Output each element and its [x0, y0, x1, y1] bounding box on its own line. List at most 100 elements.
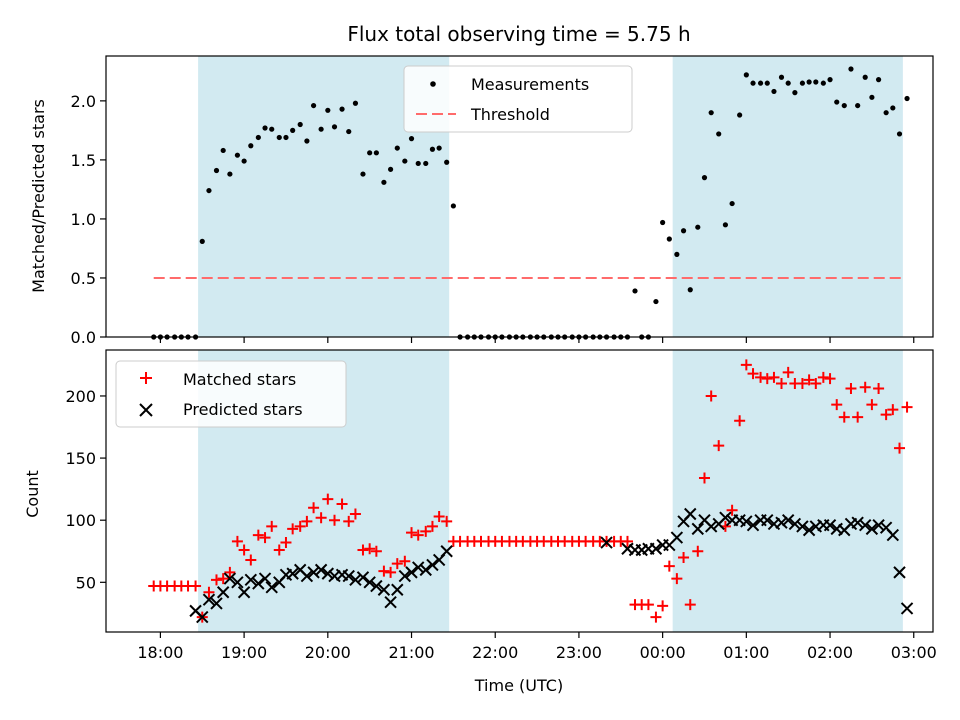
matched-star-point: [657, 600, 669, 612]
predicted-star-point: [719, 511, 732, 524]
predicted-star-point: [300, 569, 314, 583]
measurement-point: [778, 74, 785, 80]
measurement-point: [415, 160, 421, 167]
x-tick-label: 20:00: [305, 643, 351, 662]
measurements-points: [151, 66, 910, 340]
predicted-star-point: [440, 545, 453, 558]
matched-star-point: [190, 580, 202, 592]
measurement-point: [227, 171, 233, 177]
matched-star-point: [684, 599, 696, 611]
predicted-legend-marker: [139, 403, 153, 417]
measurement-point: [304, 138, 310, 144]
measurement-point: [381, 179, 387, 185]
matched-star-point: [301, 515, 313, 527]
measurement-point: [708, 110, 714, 116]
x-tick-label: 22:00: [472, 643, 518, 662]
matched-star-point: [412, 529, 424, 541]
matched-star-point: [705, 390, 717, 402]
matched-star-point: [322, 493, 334, 505]
matched-star-point: [287, 523, 299, 535]
matched-star-point: [761, 373, 773, 385]
measurement-point: [716, 131, 722, 137]
matched-star-point: [329, 514, 341, 526]
predicted-star-point: [746, 518, 760, 532]
top-x-ticks: [159, 337, 915, 343]
predicted-star-point: [398, 569, 412, 583]
matched-star-point: [399, 555, 411, 567]
matched-star-point: [740, 359, 752, 371]
measurement-point: [764, 80, 770, 86]
matched-star-point: [831, 399, 843, 411]
bottom-panel: 50 100 150 200 18:00 19:00 20:00 21:00 22:00 23:…: [23, 349, 937, 695]
matched-star-point: [768, 371, 780, 383]
measurement-point: [890, 105, 896, 111]
predicted-star-point: [900, 602, 914, 615]
measurement-point: [220, 147, 226, 154]
measurement-point: [310, 102, 317, 109]
matched-star-point: [280, 537, 292, 549]
predicted-star-point: [740, 515, 753, 528]
matched-star-point: [775, 378, 787, 390]
matched-star-point: [894, 442, 906, 454]
predicted-star-point: [761, 513, 774, 527]
x-tick-label: 21:00: [388, 643, 434, 662]
measurement-point: [297, 121, 303, 128]
bottom-y-axis-label: Count: [23, 470, 42, 518]
measurement-point: [206, 187, 212, 194]
predicted-star-point: [893, 566, 906, 579]
measurement-point: [660, 219, 666, 226]
measurement-point: [799, 80, 806, 86]
matched-star-point: [343, 515, 355, 527]
measurement-point: [695, 224, 701, 230]
matched-star-point: [231, 535, 243, 547]
measurement-point: [883, 110, 889, 116]
measurement-point: [331, 124, 338, 130]
matched-star-point: [678, 551, 690, 563]
measurement-point: [276, 134, 282, 141]
measurement-point: [632, 288, 638, 294]
matched-star-point: [238, 544, 250, 556]
measurement-point: [234, 152, 241, 158]
matched-star-point: [294, 520, 306, 532]
matched-star-point: [747, 368, 759, 380]
measurement-point: [262, 125, 268, 131]
measurement-point: [701, 175, 708, 181]
measurement-point: [402, 158, 408, 164]
measurement-point: [750, 80, 756, 86]
measurement-point: [729, 200, 735, 207]
predicted-star-point: [314, 563, 328, 577]
top-panel: 0.00.51.01.52.0 Matched/Predicted stars …: [29, 55, 934, 347]
predicted-star-point: [363, 576, 376, 589]
measurement-point: [680, 228, 687, 234]
matched-star-point: [433, 510, 445, 522]
matched-legend-marker: [140, 372, 152, 384]
measurement-point: [325, 107, 331, 113]
predicted-star-point: [231, 576, 244, 589]
matched-star-point: [887, 404, 899, 416]
legend-measurements: Measurements: [471, 75, 589, 94]
x-axis-label: Time (UTC): [474, 676, 563, 695]
bottom-x-ticks: 18:00 19:00 20:00 21:00 22:00 23:00 00:00 01:00…: [137, 632, 937, 662]
measurement-point: [875, 77, 882, 83]
predicted-star-point: [210, 597, 223, 610]
legend-predicted-stars: Predicted stars: [183, 400, 303, 419]
matched-star-point: [698, 472, 710, 484]
matched-star-point: [420, 525, 432, 537]
matched-star-point: [217, 573, 229, 585]
matched-star-point: [796, 378, 808, 390]
measurement-point: [834, 99, 840, 105]
top-y-ticks: 0.0 0.5 1.0 1.5 2.0: [71, 92, 106, 347]
matched-star-point: [370, 545, 382, 557]
measurement-point: [318, 126, 324, 132]
x-tick-label: 23:00: [556, 643, 602, 662]
matched-star-point: [873, 383, 885, 395]
predicted-star-point: [600, 536, 613, 549]
measurement-point: [722, 222, 729, 228]
measurement-point: [429, 146, 436, 152]
top-y-axis-label: Matched/Predicted stars: [29, 99, 48, 293]
bottom-legend: Matched stars Predicted stars: [115, 360, 347, 428]
matched-star-point: [308, 502, 320, 514]
y-tick-label: 200: [65, 387, 96, 406]
measurement-point: [423, 160, 429, 167]
matched-star-point: [391, 558, 403, 570]
